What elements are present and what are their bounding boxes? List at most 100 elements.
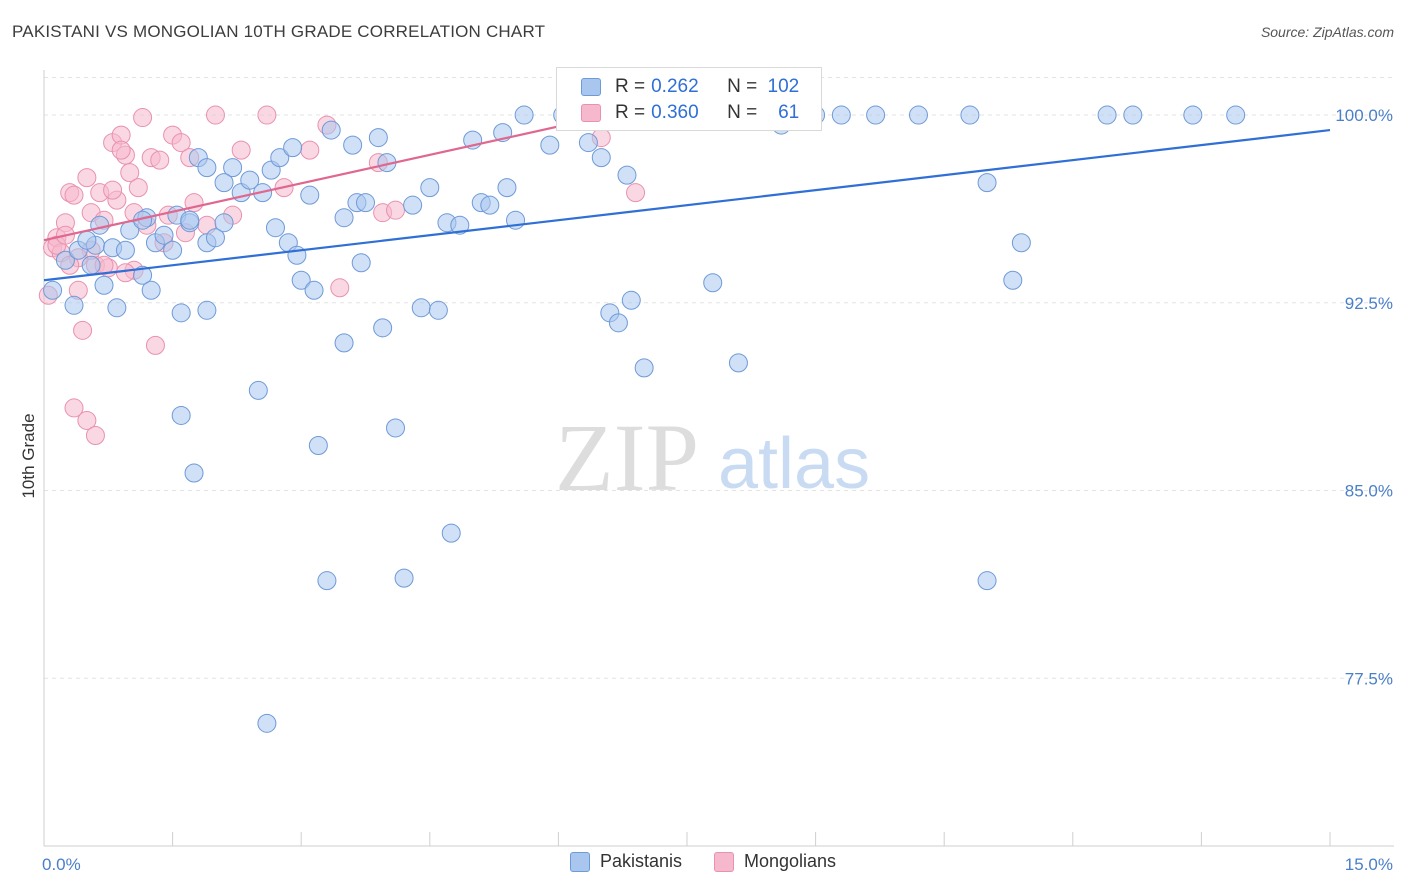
- trend-lines: [43, 113, 1331, 282]
- legend-n-value: 102: [767, 76, 800, 97]
- mongolians-points: [38, 105, 646, 445]
- mongolian-point: [205, 105, 225, 125]
- grid: [44, 77, 1394, 679]
- pakistani-point: [977, 173, 997, 193]
- mongolian-point: [77, 410, 97, 430]
- pakistani-trend-line: [43, 128, 1331, 282]
- mongolian-point: [330, 278, 350, 298]
- pakistani-point: [428, 300, 448, 320]
- legend-label: Mongolians: [743, 851, 837, 871]
- mongolian-point: [64, 185, 84, 205]
- legend-swatch-blue: [581, 78, 601, 96]
- legend-item-mongolians: Mongolians: [713, 851, 837, 872]
- mongolian-point: [85, 425, 105, 445]
- pakistani-point: [497, 178, 517, 198]
- pakistani-point: [1226, 105, 1246, 125]
- legend-n-label: N =: [727, 76, 758, 97]
- legend-swatch-blue: [569, 851, 590, 872]
- pakistani-point: [578, 133, 598, 153]
- legend-swatch-pink: [581, 104, 601, 122]
- pakistani-point: [621, 290, 641, 310]
- pakistani-point: [540, 135, 560, 155]
- pakistani-point: [180, 210, 200, 230]
- pakistani-point: [107, 298, 127, 318]
- pakistani-point: [908, 105, 928, 125]
- pakistani-point: [270, 148, 290, 168]
- pakistani-point: [154, 225, 174, 245]
- pakistani-point: [214, 213, 234, 233]
- pakistani-point: [197, 300, 217, 320]
- pakistani-point: [617, 165, 637, 185]
- mongolian-point: [231, 140, 251, 160]
- pakistani-point: [450, 215, 470, 235]
- mongolian-point: [133, 108, 153, 128]
- pakistani-point: [403, 195, 423, 215]
- pakistani-point: [248, 380, 268, 400]
- pakistani-point: [411, 298, 431, 318]
- pakistani-point: [1011, 233, 1031, 253]
- pakistani-point: [373, 318, 393, 338]
- mongolian-point: [64, 398, 84, 418]
- pakistani-point: [441, 523, 461, 543]
- y-tick-label: 100.0%: [1335, 106, 1393, 125]
- pakistani-point: [308, 435, 328, 455]
- pakistani-point: [133, 265, 153, 285]
- pakistani-point: [1123, 105, 1143, 125]
- legend-row-mongolians: R = 0.360 N = 61: [581, 100, 799, 126]
- x-tick-label-max: 15.0%: [1345, 855, 1393, 874]
- pakistani-point: [94, 275, 114, 295]
- legend-r-label: R =: [615, 76, 646, 97]
- pakistani-point: [831, 105, 851, 125]
- pakistani-point: [514, 105, 534, 125]
- pakistani-point: [223, 158, 243, 178]
- x-tick-label-min: 0.0%: [42, 855, 81, 874]
- watermark-atlas: atlas: [718, 424, 870, 504]
- pakistani-point: [240, 170, 260, 190]
- pakistani-point: [866, 105, 886, 125]
- mongolian-point: [111, 140, 131, 160]
- source-label: Source: ZipAtlas.com: [1260, 24, 1394, 40]
- pakistani-point: [321, 120, 341, 140]
- mongolian-point: [171, 133, 191, 153]
- y-tick-labels: 77.5% 85.0% 92.5% 100.0%: [1335, 106, 1393, 688]
- pakistani-point: [171, 303, 191, 323]
- y-tick-label: 92.5%: [1345, 294, 1393, 313]
- mongolian-trend-line: [43, 113, 611, 242]
- pakistani-point: [77, 230, 97, 250]
- pakistani-point: [334, 333, 354, 353]
- pakistani-point: [368, 128, 388, 148]
- y-tick-label: 85.0%: [1345, 482, 1393, 501]
- pakistani-point: [163, 240, 183, 260]
- pakistani-point: [334, 208, 354, 228]
- pakistani-point: [171, 405, 191, 425]
- mongolian-point: [103, 180, 123, 200]
- pakistani-point: [351, 253, 371, 273]
- legend-label: Pakistanis: [599, 851, 682, 871]
- pakistani-point: [90, 215, 110, 235]
- pakistani-point: [1003, 270, 1023, 290]
- mongolian-point: [77, 168, 97, 188]
- pakistani-point: [317, 571, 337, 591]
- mongolian-point: [150, 150, 170, 170]
- pakistani-point: [43, 280, 63, 300]
- pakistani-point: [205, 228, 225, 248]
- pakistani-point: [394, 568, 414, 588]
- pakistani-point: [960, 105, 980, 125]
- pakistani-point: [386, 418, 406, 438]
- pakistani-point: [977, 571, 997, 591]
- pakistani-point: [480, 195, 500, 215]
- mongolian-point: [128, 178, 148, 198]
- pakistani-point: [141, 280, 161, 300]
- pakistani-point: [356, 193, 375, 213]
- legend-item-pakistanis: Pakistanis: [569, 851, 682, 872]
- legend-r-value: 0.262: [651, 76, 699, 97]
- pakistani-point: [64, 295, 84, 315]
- y-tick-label: 77.5%: [1345, 669, 1393, 688]
- mongolian-point: [145, 335, 165, 355]
- mongolian-point: [257, 105, 277, 125]
- legend-row-pakistanis: R = 0.262 N = 102: [581, 74, 799, 100]
- pakistani-point: [1183, 105, 1203, 125]
- mongolian-point: [73, 320, 93, 340]
- pakistani-point: [197, 158, 217, 178]
